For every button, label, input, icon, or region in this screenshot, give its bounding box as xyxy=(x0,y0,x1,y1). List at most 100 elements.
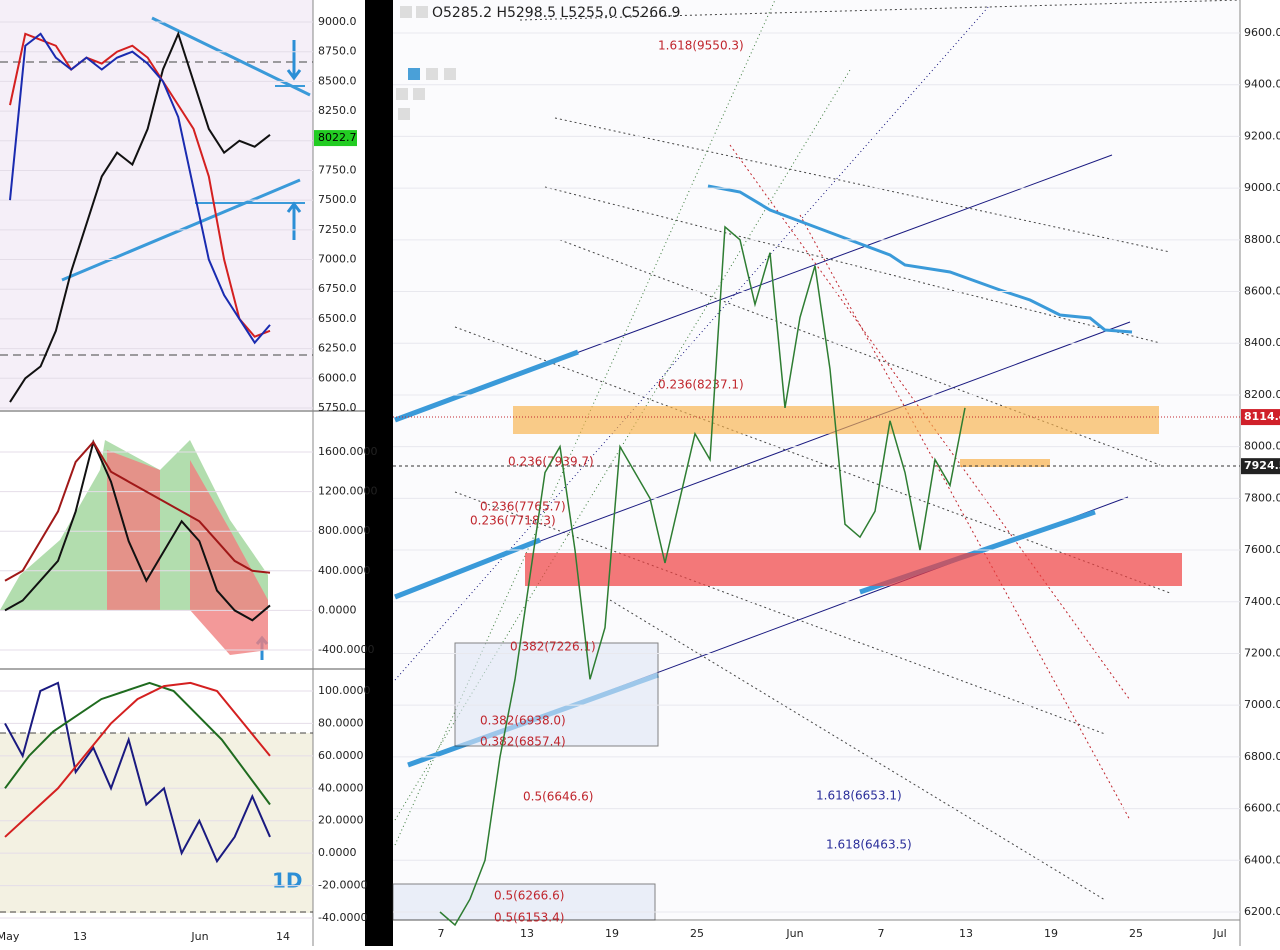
x-tick-label: 19 xyxy=(1044,927,1058,940)
y-tick-label: 7200.0 xyxy=(1244,646,1280,659)
y-tick-label: 7800.0 xyxy=(1244,491,1280,504)
price-tag xyxy=(1241,409,1280,426)
x-tick-label: Jun xyxy=(190,930,208,943)
series-line xyxy=(9,32,271,338)
y-tick-label: 6200.0 xyxy=(1244,905,1280,918)
bottom-band xyxy=(0,733,313,913)
fib-label: 0.382(7226.1) xyxy=(510,640,596,654)
arrow-up xyxy=(286,201,302,240)
y-tick-label: 6000.0 xyxy=(318,371,357,384)
supply-zone xyxy=(960,459,1050,467)
fib-label: 0.5(6266.6) xyxy=(494,889,564,903)
demand-zone xyxy=(525,553,1182,586)
fib-label: 0.236(8237.1) xyxy=(658,378,744,392)
trend-line xyxy=(394,537,541,600)
y-tick-label: 6600.0 xyxy=(1244,802,1280,815)
fib-label: 1.618(6653.1) xyxy=(816,789,902,803)
x-tick-label: 13 xyxy=(73,930,87,943)
series-line xyxy=(4,681,271,838)
fib-label: 1.618(9550.3) xyxy=(658,39,744,53)
fib-label: 0.5(6646.6) xyxy=(523,790,593,804)
y-tick-label: 9000.0 xyxy=(1244,181,1280,194)
y-tick-label: 9600.0 xyxy=(1244,26,1280,39)
price-tag-label: 8022.7 xyxy=(318,131,357,144)
series-line xyxy=(4,681,271,806)
ohlc-header: O5285.2 H5298.5 L5255.0 C5266.9 xyxy=(432,5,680,21)
y-tick-label: 400.0000 xyxy=(318,564,371,577)
button[interactable] xyxy=(408,68,420,80)
y-tick-label: 7000.0 xyxy=(1244,698,1280,711)
button[interactable] xyxy=(396,88,408,100)
button[interactable] xyxy=(444,68,456,80)
y-tick-label: 100.0000 xyxy=(318,684,371,697)
y-tick-label: 8750.0 xyxy=(318,45,357,58)
x-tick-label: 7 xyxy=(878,927,885,940)
series-line xyxy=(4,440,271,582)
drawings xyxy=(394,0,1241,901)
y-tick-label: 80.0000 xyxy=(318,716,364,729)
y-tick-label: 9400.0 xyxy=(1244,78,1280,91)
channel-line xyxy=(544,186,1161,344)
y-tick-label: -20.0000 xyxy=(318,879,367,892)
y-tick-label: 9000.0 xyxy=(318,15,357,28)
x-tick-label: 19 xyxy=(605,927,619,940)
fib-label: 0.236(7765.7) xyxy=(480,500,566,514)
button[interactable] xyxy=(398,108,410,120)
y-tick-label: 6750.0 xyxy=(318,282,357,295)
series-line xyxy=(9,31,271,403)
fib-label: 0.5(6153.4) xyxy=(494,911,564,925)
y-tick-label: 60.0000 xyxy=(318,749,364,762)
fan-line xyxy=(729,144,1131,701)
price-tag xyxy=(314,130,357,147)
x-tick-label: 13 xyxy=(520,927,534,940)
main-pane xyxy=(393,0,1240,920)
x-tick-label: Jul xyxy=(1212,927,1226,940)
series-line xyxy=(4,681,271,864)
x-tick-label: 25 xyxy=(690,927,704,940)
separator xyxy=(365,0,393,946)
button[interactable] xyxy=(400,6,412,18)
y-tick-label: 9200.0 xyxy=(1244,129,1280,142)
channel-line xyxy=(519,0,1241,21)
y-tick-label: 8250.0 xyxy=(318,104,357,117)
y-tick-label: 8800.0 xyxy=(1244,233,1280,246)
box xyxy=(392,883,656,921)
y-tick-label: 8400.0 xyxy=(1244,336,1280,349)
y-tick-label: 6800.0 xyxy=(1244,750,1280,763)
button[interactable] xyxy=(426,68,438,80)
y-tick-label: 7750.0 xyxy=(318,163,357,176)
channel-line xyxy=(609,599,1106,901)
button[interactable] xyxy=(413,88,425,100)
fib-label: 0.236(7718.3) xyxy=(470,514,556,528)
box xyxy=(454,642,659,747)
fib-label: 0.382(6938.0) xyxy=(480,714,566,728)
x-tick-label: 13 xyxy=(959,927,973,940)
price-tag xyxy=(1241,458,1280,475)
button[interactable] xyxy=(416,6,428,18)
y-tick-label: 1200.0000 xyxy=(318,485,378,498)
y-tick-label: 800.0000 xyxy=(318,524,371,537)
channel-line xyxy=(454,326,1171,594)
y-tick-label: -400.0000 xyxy=(318,643,374,656)
y-tick-label: 0.0000 xyxy=(318,846,357,859)
y-tick-label: 40.0000 xyxy=(318,781,364,794)
y-tick-label: 7400.0 xyxy=(1244,595,1280,608)
y-tick-label: 8600.0 xyxy=(1244,285,1280,298)
x-tick-label: 7 xyxy=(438,927,445,940)
x-tick-label: 25 xyxy=(1129,927,1143,940)
fan-line xyxy=(394,0,776,846)
y-tick-label: 7250.0 xyxy=(318,223,357,236)
y-tick-label: 1600.0000 xyxy=(318,445,378,458)
series-line xyxy=(9,32,271,345)
y-tick-label: 8500.0 xyxy=(318,74,357,87)
y-tick-label: 7600.0 xyxy=(1244,543,1280,556)
x-tick-label: Jun xyxy=(785,927,803,940)
fib-label: 0.382(6857.4) xyxy=(480,735,566,749)
y-tick-label: 0.0000 xyxy=(318,603,357,616)
timeframe-label: 1D xyxy=(272,869,303,893)
price-tag-label: 8114.4 xyxy=(1244,410,1280,423)
trend-line xyxy=(394,349,579,423)
series-line xyxy=(4,439,271,622)
fib-label: 1.618(6463.5) xyxy=(826,838,912,852)
